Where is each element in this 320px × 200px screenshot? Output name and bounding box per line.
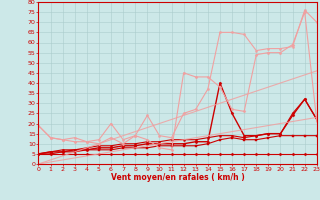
X-axis label: Vent moyen/en rafales ( km/h ): Vent moyen/en rafales ( km/h ) (111, 173, 244, 182)
